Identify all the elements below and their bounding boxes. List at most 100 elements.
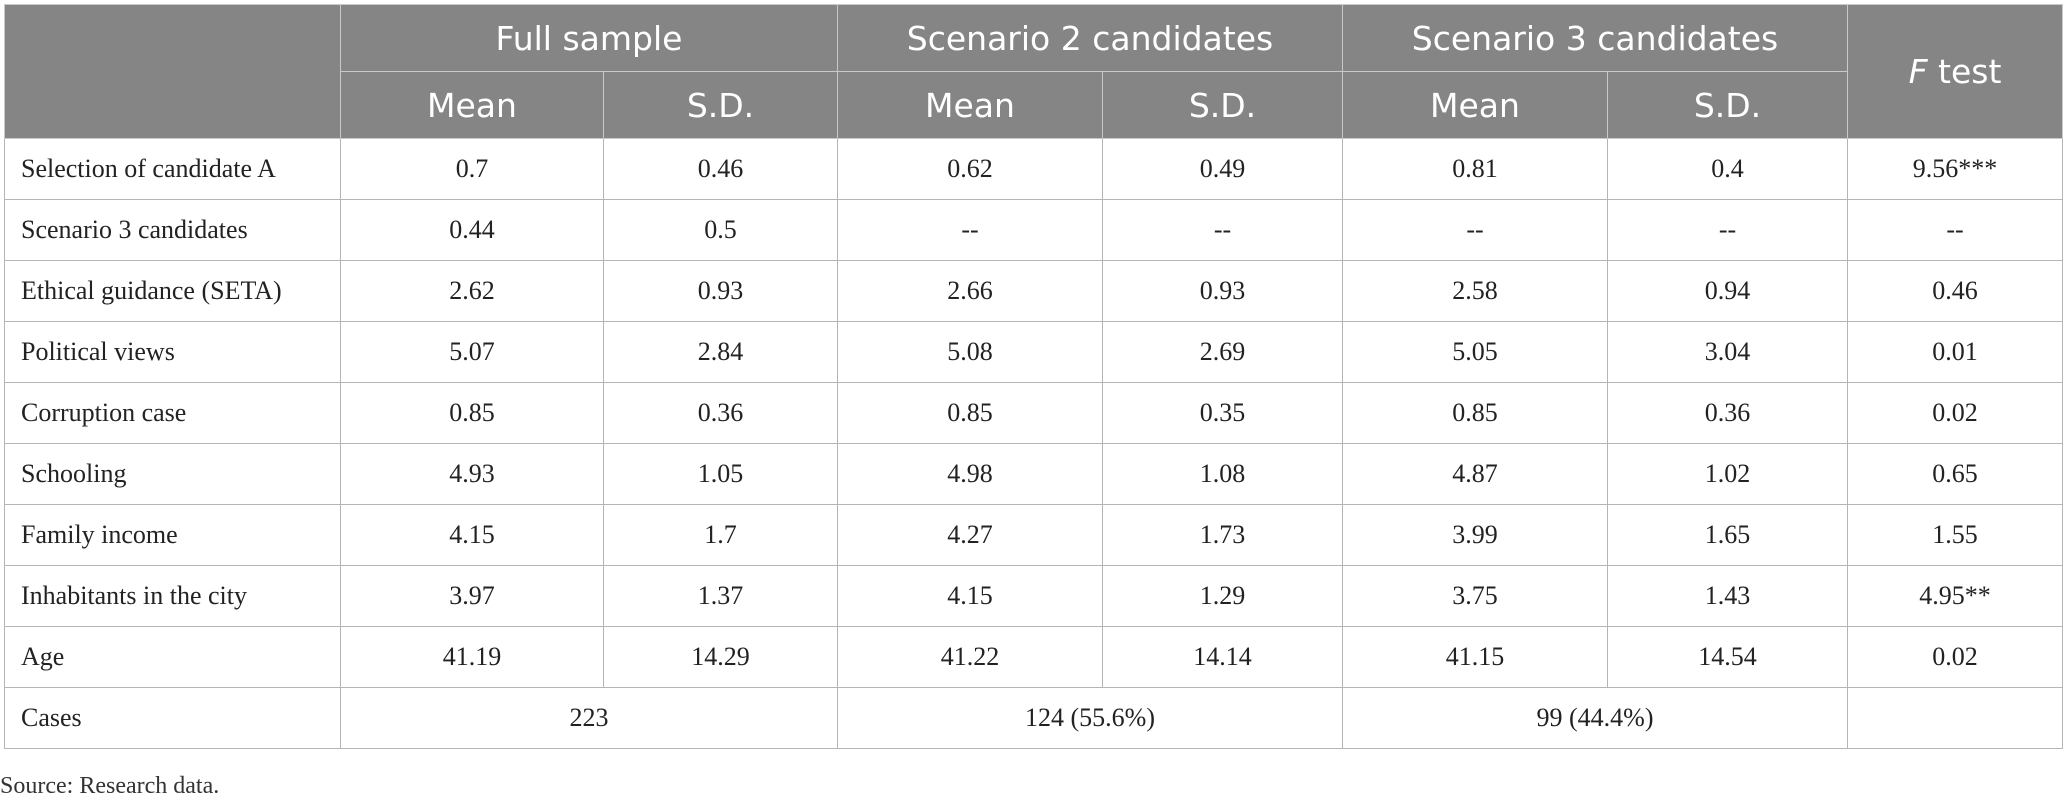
table-row: Ethical guidance (SETA) 2.62 0.93 2.66 0.93 2… xyxy=(4,260,2063,322)
cell-full-mean: 0.85 xyxy=(340,382,604,444)
row-label: Inhabitants in the city xyxy=(4,565,341,627)
cell-scenario2-mean: 4.15 xyxy=(837,565,1103,627)
cell-f-test: -- xyxy=(1847,199,2063,261)
cell-scenario2-sd: 0.35 xyxy=(1102,382,1343,444)
subheader-mean: Mean xyxy=(340,71,604,139)
cell-f-test: 0.02 xyxy=(1847,382,2063,444)
header-scenario-3: Scenario 3 candidates xyxy=(1342,4,1848,72)
cell-scenario2-mean: -- xyxy=(837,199,1103,261)
cell-scenario2-mean: 0.85 xyxy=(837,382,1103,444)
cell-scenario2-sd: 2.69 xyxy=(1102,321,1343,383)
f-test-rest: test xyxy=(1927,52,2002,91)
cell-scenario3-sd: 0.94 xyxy=(1607,260,1848,322)
cell-full-sd: 0.36 xyxy=(603,382,838,444)
cell-f-test: 4.95** xyxy=(1847,565,2063,627)
cell-scenario2-mean: 2.66 xyxy=(837,260,1103,322)
descriptive-statistics-table: Full sample Scenario 2 candidates Scenar… xyxy=(4,4,2063,749)
table-row: Corruption case 0.85 0.36 0.85 0.35 0.85 0.36 0… xyxy=(4,382,2063,444)
header-full-sample: Full sample xyxy=(340,4,838,72)
table-row: Political views 5.07 2.84 5.08 2.69 5.05 3.04 0… xyxy=(4,321,2063,383)
row-label: Family income xyxy=(4,504,341,566)
row-label: Ethical guidance (SETA) xyxy=(4,260,341,322)
cell-scenario3-mean: 4.87 xyxy=(1342,443,1608,505)
cell-scenario2-mean: 4.27 xyxy=(837,504,1103,566)
cell-f-test: 0.65 xyxy=(1847,443,2063,505)
cell-full-sd: 14.29 xyxy=(603,626,838,688)
row-label: Scenario 3 candidates xyxy=(4,199,341,261)
cases-scenario-2: 124 (55.6%) xyxy=(837,687,1343,749)
f-test-italic-f: F xyxy=(1908,52,1928,91)
cell-full-sd: 0.93 xyxy=(603,260,838,322)
cell-full-mean: 4.15 xyxy=(340,504,604,566)
cases-f-test xyxy=(1847,687,2063,749)
cell-full-sd: 0.46 xyxy=(603,138,838,200)
cell-scenario3-sd: 0.36 xyxy=(1607,382,1848,444)
cell-full-mean: 3.97 xyxy=(340,565,604,627)
cell-full-sd: 1.05 xyxy=(603,443,838,505)
subheader-mean: Mean xyxy=(1342,71,1608,139)
cell-full-mean: 5.07 xyxy=(340,321,604,383)
table-row: Scenario 3 candidates 0.44 0.5 -- -- -- -- -- xyxy=(4,199,2063,261)
cell-full-mean: 41.19 xyxy=(340,626,604,688)
cell-full-sd: 2.84 xyxy=(603,321,838,383)
row-label: Political views xyxy=(4,321,341,383)
row-label: Schooling xyxy=(4,443,341,505)
cell-scenario2-mean: 41.22 xyxy=(837,626,1103,688)
cell-scenario3-sd: -- xyxy=(1607,199,1848,261)
cell-full-sd: 1.7 xyxy=(603,504,838,566)
cell-scenario2-mean: 0.62 xyxy=(837,138,1103,200)
cell-scenario2-mean: 4.98 xyxy=(837,443,1103,505)
cell-scenario3-mean: -- xyxy=(1342,199,1608,261)
cell-scenario2-sd: 0.49 xyxy=(1102,138,1343,200)
row-label: Selection of candidate A xyxy=(4,138,341,200)
cell-scenario2-sd: 14.14 xyxy=(1102,626,1343,688)
cell-full-mean: 4.93 xyxy=(340,443,604,505)
cell-scenario3-mean: 3.99 xyxy=(1342,504,1608,566)
cell-f-test: 0.46 xyxy=(1847,260,2063,322)
source-note: Source: Research data. xyxy=(0,773,220,799)
row-label: Age xyxy=(4,626,341,688)
cell-full-sd: 1.37 xyxy=(603,565,838,627)
table-row-cases: Cases 223 124 (55.6%) 99 (44.4%) xyxy=(4,687,2063,749)
cell-scenario3-mean: 2.58 xyxy=(1342,260,1608,322)
table-row: Schooling 4.93 1.05 4.98 1.08 4.87 1.02 0.65 xyxy=(4,443,2063,505)
cell-f-test: 0.01 xyxy=(1847,321,2063,383)
cases-scenario-3: 99 (44.4%) xyxy=(1342,687,1848,749)
subheader-sd: S.D. xyxy=(603,71,838,139)
cell-f-test: 1.55 xyxy=(1847,504,2063,566)
cell-scenario3-sd: 14.54 xyxy=(1607,626,1848,688)
cell-scenario3-sd: 1.02 xyxy=(1607,443,1848,505)
cell-scenario2-mean: 5.08 xyxy=(837,321,1103,383)
cell-scenario2-sd: -- xyxy=(1102,199,1343,261)
row-label: Corruption case xyxy=(4,382,341,444)
cell-f-test: 9.56*** xyxy=(1847,138,2063,200)
table-container: Full sample Scenario 2 candidates Scenar… xyxy=(4,4,2063,749)
table-row: Selection of candidate A 0.7 0.46 0.62 0.49 0… xyxy=(4,138,2063,200)
cases-full-sample: 223 xyxy=(340,687,838,749)
cell-scenario2-sd: 1.73 xyxy=(1102,504,1343,566)
cell-scenario3-sd: 3.04 xyxy=(1607,321,1848,383)
cell-scenario2-sd: 0.93 xyxy=(1102,260,1343,322)
cell-full-mean: 2.62 xyxy=(340,260,604,322)
table-row: Family income 4.15 1.7 4.27 1.73 3.99 1.65 1.55 xyxy=(4,504,2063,566)
table-row: Age 41.19 14.29 41.22 14.14 41.15 14.54 0.02 xyxy=(4,626,2063,688)
cell-scenario3-mean: 41.15 xyxy=(1342,626,1608,688)
cell-full-mean: 0.7 xyxy=(340,138,604,200)
cell-f-test: 0.02 xyxy=(1847,626,2063,688)
table-body: Selection of candidate A 0.7 0.46 0.62 0.49 0… xyxy=(4,138,2063,749)
cell-scenario3-sd: 0.4 xyxy=(1607,138,1848,200)
cell-scenario2-sd: 1.29 xyxy=(1102,565,1343,627)
cell-scenario3-sd: 1.65 xyxy=(1607,504,1848,566)
header-scenario-2: Scenario 2 candidates xyxy=(837,4,1343,72)
cell-scenario3-mean: 5.05 xyxy=(1342,321,1608,383)
subheader-mean: Mean xyxy=(837,71,1103,139)
cell-scenario3-mean: 3.75 xyxy=(1342,565,1608,627)
header-f-test: F test xyxy=(1847,4,2063,139)
row-label: Cases xyxy=(4,687,341,749)
subheader-sd: S.D. xyxy=(1102,71,1343,139)
cell-full-sd: 0.5 xyxy=(603,199,838,261)
cell-scenario3-mean: 0.81 xyxy=(1342,138,1608,200)
cell-full-mean: 0.44 xyxy=(340,199,604,261)
header-corner-cell xyxy=(4,4,341,139)
table-header: Full sample Scenario 2 candidates Scenar… xyxy=(4,4,2063,139)
